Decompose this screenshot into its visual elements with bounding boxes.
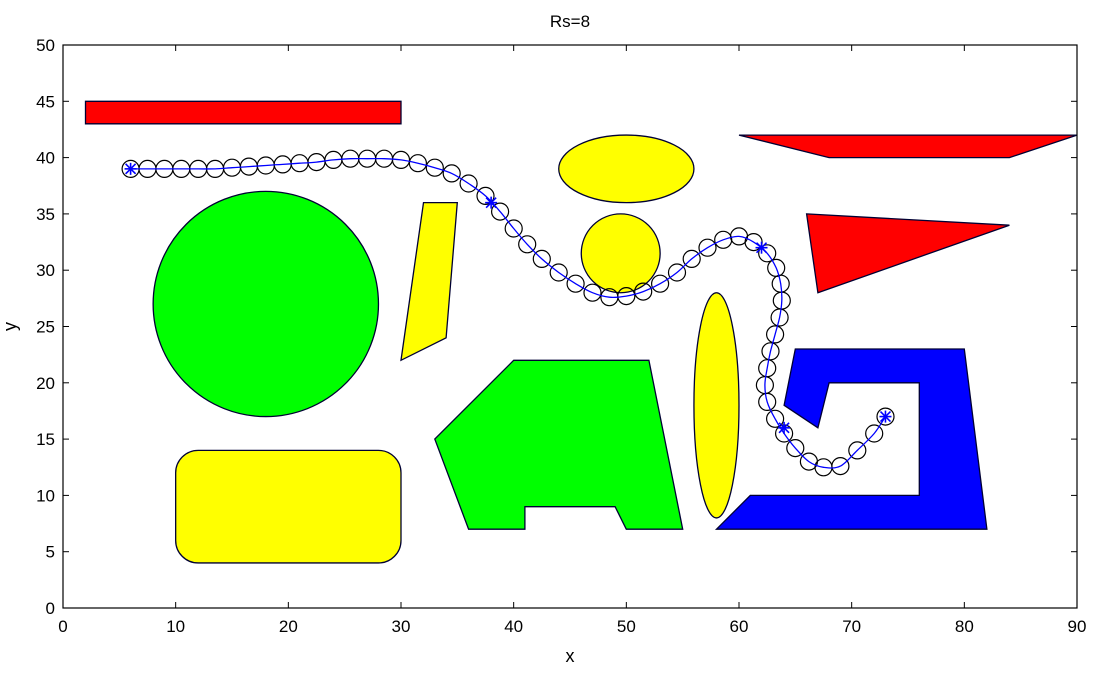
y-tick-label: 25 [36, 318, 55, 337]
x-tick-label: 80 [955, 617, 974, 636]
path-layer [121, 149, 895, 477]
y-tick-label: 5 [46, 543, 55, 562]
y-tick-label: 10 [36, 486, 55, 505]
path-circle-30 [617, 287, 636, 306]
x-tick-label: 50 [617, 617, 636, 636]
obstacle-red-trapezoid-right [738, 134, 1078, 159]
path-circle-26 [549, 263, 568, 282]
obstacle-blue-c-shape [714, 348, 988, 530]
x-tick-label: 40 [504, 617, 523, 636]
chart-title: Rs=8 [550, 12, 590, 31]
obstacle-red-bar-top [84, 100, 402, 125]
path-circle-21 [476, 186, 495, 205]
y-tick-label: 40 [36, 149, 55, 168]
planned-path-line [130, 157, 887, 469]
x-tick-label: 60 [730, 617, 749, 636]
obstacle-yellow-ellipse-tall [693, 292, 740, 519]
path-circle-39 [758, 244, 777, 263]
x-tick-label: 20 [279, 617, 298, 636]
y-tick-label: 0 [46, 599, 55, 618]
waypoint-marker-3 [778, 421, 791, 434]
obstacles-layer [84, 100, 1078, 564]
axis-ticks: 0 10 20 30 40 50 60 70 80 90 0 5 10 15 20 25 30 35 40 45 50 [36, 36, 1086, 636]
path-circle-32 [650, 274, 670, 293]
waypoint-marker-1 [485, 196, 498, 209]
x-tick-label: 10 [166, 617, 185, 636]
path-circle-19 [442, 164, 461, 183]
obstacle-red-triangle [805, 213, 1010, 294]
path-circle-43 [770, 308, 789, 327]
path-circle-33 [667, 263, 687, 282]
x-tick-label: 0 [58, 617, 67, 636]
y-tick-label: 30 [36, 261, 55, 280]
path-circle-28 [583, 283, 602, 302]
path-circle-20 [459, 174, 478, 193]
x-tick-label: 90 [1068, 617, 1087, 636]
path-circle-49 [765, 409, 785, 428]
x-tick-label: 30 [392, 617, 411, 636]
path-circle-44 [765, 325, 785, 344]
path-circle-55 [848, 441, 867, 460]
path-circle-25 [532, 249, 551, 268]
obstacle-yellow-ellipse-top [558, 134, 695, 204]
path-circle-18 [425, 158, 444, 177]
x-tick-label: 70 [842, 617, 861, 636]
path-circle-57 [876, 407, 895, 426]
y-axis-label: y [0, 322, 20, 331]
y-tick-label: 50 [36, 36, 55, 55]
waypoint-marker-4 [879, 410, 892, 423]
path-circle-48 [758, 392, 777, 411]
path-circle-34 [682, 249, 701, 268]
path-circle-54 [831, 457, 850, 476]
obstacle-yellow-quad-thin [400, 201, 459, 362]
path-circle-23 [504, 219, 523, 238]
y-tick-label: 20 [36, 374, 55, 393]
path-circle-24 [518, 235, 537, 254]
waypoint-marker-2 [755, 241, 768, 254]
waypoint-marker-0 [124, 162, 137, 175]
path-circle-27 [566, 274, 585, 293]
path-circle-22 [491, 202, 510, 221]
obstacle-green-polygon [434, 359, 684, 530]
obstacle-yellow-circle-middle [580, 213, 661, 294]
y-tick-label: 15 [36, 430, 55, 449]
path-circle-51 [786, 439, 805, 458]
path-circle-31 [634, 282, 653, 301]
y-tick-label: 35 [36, 205, 55, 224]
path-circle-17 [408, 154, 427, 173]
obstacle-yellow-rounded-rect [175, 449, 402, 564]
y-tick-label: 45 [36, 92, 55, 111]
obstacle-green-circle [152, 190, 380, 418]
path-circle-35 [698, 238, 717, 257]
x-axis-label: x [566, 646, 575, 666]
path-circle-56 [865, 424, 884, 443]
